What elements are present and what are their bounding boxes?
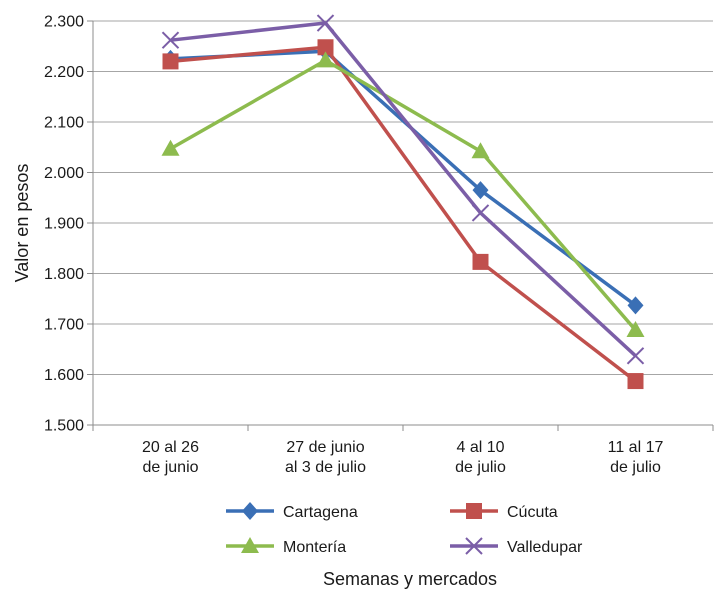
series-line-monteria bbox=[169, 58, 637, 332]
gridlines bbox=[93, 20, 713, 426]
data-point-valledupar bbox=[161, 31, 180, 49]
data-point-valledupar bbox=[626, 347, 645, 365]
x-axis-ticks: 20 al 26 de junio 27 de junio al 3 de julio… bbox=[92, 425, 714, 476]
legend-marker-cucuta bbox=[466, 503, 482, 519]
data-point-cucuta bbox=[162, 53, 179, 70]
series-line-valledupar bbox=[170, 21, 637, 358]
data-point-cartagena bbox=[472, 181, 489, 200]
legend-label-monteria: Montería bbox=[283, 539, 346, 556]
legend-label-cartagena: Cartagena bbox=[283, 504, 358, 521]
x-axis-title: Semanas y mercados bbox=[323, 569, 497, 589]
series-line-cucuta bbox=[170, 45, 637, 383]
legend-item-monteria: Montería bbox=[226, 537, 346, 556]
legend-item-valledupar: Valledupar bbox=[450, 537, 583, 556]
legend-label-valledupar: Valledupar bbox=[507, 539, 583, 556]
x-tick-label: 27 de junio al 3 de julio bbox=[285, 439, 366, 476]
data-point-monteria bbox=[471, 142, 490, 159]
y-tick-label: 1.900 bbox=[44, 216, 84, 233]
series-cucuta bbox=[162, 39, 644, 390]
y-axis-ticks: 1.500 1.600 1.700 1.800 1.900 2.000 2.100 2.200… bbox=[44, 14, 93, 435]
data-point-cucuta bbox=[627, 373, 644, 390]
legend: Cartagena Cúcuta Montería Valledupar bbox=[226, 502, 583, 556]
data-point-monteria bbox=[626, 321, 645, 338]
series-valledupar bbox=[161, 14, 645, 365]
legend-marker-cartagena bbox=[242, 502, 258, 520]
y-axis-title: Valor en pesos bbox=[12, 164, 32, 283]
legend-label-cucuta: Cúcuta bbox=[507, 504, 558, 521]
x-tick-label: 11 al 17 de julio bbox=[608, 439, 664, 476]
legend-item-cucuta: Cúcuta bbox=[450, 503, 558, 521]
y-tick-label: 2.100 bbox=[44, 115, 84, 132]
y-tick-label: 1.800 bbox=[44, 266, 84, 283]
data-point-valledupar bbox=[316, 14, 335, 32]
y-tick-label: 1.700 bbox=[44, 317, 84, 334]
y-tick-label: 2.000 bbox=[44, 165, 84, 182]
y-tick-label: 1.500 bbox=[44, 418, 84, 435]
y-tick-label: 1.600 bbox=[44, 367, 84, 384]
x-tick-label: 4 al 10 de julio bbox=[455, 439, 506, 476]
data-point-monteria bbox=[316, 51, 335, 68]
legend-marker-monteria bbox=[241, 537, 259, 553]
series-group bbox=[161, 14, 645, 390]
data-point-cartagena bbox=[627, 296, 644, 315]
y-tick-label: 2.200 bbox=[44, 64, 84, 81]
axes bbox=[92, 21, 713, 426]
data-point-cucuta bbox=[472, 253, 489, 270]
y-tick-label: 2.300 bbox=[44, 14, 84, 31]
x-tick-label: 20 al 26 de junio bbox=[142, 439, 199, 476]
data-point-cucuta bbox=[317, 39, 334, 56]
data-point-monteria bbox=[161, 139, 180, 156]
legend-item-cartagena: Cartagena bbox=[226, 502, 358, 521]
series-line-cartagena bbox=[170, 49, 637, 307]
series-monteria bbox=[161, 51, 645, 338]
data-point-valledupar bbox=[471, 204, 490, 222]
legend-marker-valledupar bbox=[465, 537, 483, 555]
